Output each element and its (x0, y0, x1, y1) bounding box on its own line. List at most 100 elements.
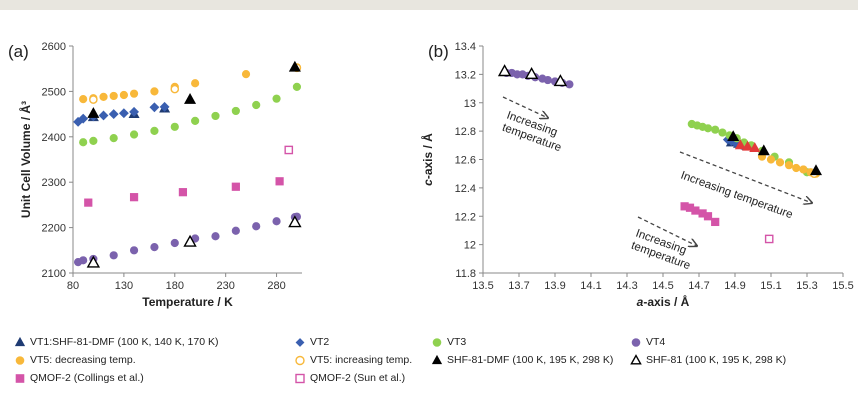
series-vt3 (687, 119, 812, 177)
data-point-shf (183, 234, 197, 247)
arrow-dashed (679, 151, 812, 203)
x-tick-label: 230 (216, 280, 234, 292)
arrow-dashed (502, 96, 548, 118)
data-point-vt5d (119, 90, 128, 100)
data-point-vt4 (272, 217, 281, 226)
data-point-vt3 (79, 138, 88, 147)
legend-marker (15, 356, 25, 365)
data-point-vt4 (109, 251, 118, 260)
data-point-qmof_c (275, 177, 284, 186)
data-point-vt4 (231, 226, 240, 235)
x-tick-label: 14.1 (580, 280, 601, 292)
legend-marker-icon (15, 374, 25, 383)
data-point-vt4 (565, 80, 574, 89)
legend-label: VT4 (646, 336, 666, 348)
legend-label: VT1:SHF-81-DMF (100 K, 140 K, 170 K) (30, 336, 219, 348)
x-axis-label: Temperature / K (142, 295, 233, 309)
data-point-shf (288, 215, 302, 228)
x-tick-label: 13.5 (472, 280, 493, 292)
legend-label: SHF-81 (100 K, 195 K, 298 K) (646, 354, 787, 366)
legend-item-shf_dmf: SHF-81-DMF (100 K, 195 K, 298 K) (431, 354, 613, 366)
data-point-vt3 (272, 94, 281, 103)
data-point-qmof_c (84, 198, 93, 207)
legend-marker (295, 373, 305, 384)
legend-marker-icon (295, 373, 305, 384)
legend-marker-icon (15, 356, 25, 365)
y-tick-label: 13.4 (455, 41, 476, 53)
data-point-vt5d (241, 70, 251, 79)
data-point-vt3 (129, 130, 139, 139)
data-point-vt3 (252, 100, 261, 110)
x-tick-label: 80 (67, 280, 79, 292)
legend-item-qmof_c: QMOF-2 (Collings et al.) (14, 372, 144, 384)
series-red (734, 139, 761, 153)
legend-item-shf: SHF-81 (100 K, 195 K, 298 K) (630, 354, 786, 366)
data-point-vt2 (78, 113, 89, 124)
legend-marker (295, 338, 305, 347)
x-tick-label: 180 (166, 280, 184, 292)
data-point-qmof_c (711, 217, 720, 227)
top-strip (0, 0, 858, 10)
x-tick-label: 14.9 (724, 280, 745, 292)
series-vt4 (73, 212, 302, 267)
legend-marker-icon (630, 354, 642, 365)
x-tick-label: 14.5 (652, 280, 673, 292)
data-point-qmof_c (691, 206, 700, 215)
data-point-vt4 (79, 256, 88, 265)
data-point-shf (553, 74, 568, 87)
data-point-vt4 (170, 238, 179, 248)
data-point-vt3 (89, 136, 98, 145)
data-point-vt5d (129, 89, 139, 98)
legend-marker-icon (431, 354, 443, 365)
data-point-vt3 (170, 122, 179, 131)
x-tick-label: 14.3 (616, 280, 637, 292)
data-point-vt3 (292, 82, 302, 91)
legend-item-vt1: VT1:SHF-81-DMF (100 K, 140 K, 170 K) (14, 336, 219, 348)
data-point-vt3 (711, 125, 720, 134)
legend-item-qmof_s: QMOF-2 (Sun et al.) (294, 372, 405, 384)
y-tick-label: 13.2 (455, 69, 476, 81)
legend-marker (14, 336, 26, 347)
data-point-vt2 (118, 108, 129, 119)
legend-item-vt4: VT4 (630, 336, 665, 348)
y-tick-label: 12 (464, 240, 476, 252)
data-point-vt5d (792, 163, 801, 173)
data-point-vt5d (775, 158, 785, 167)
panel-label: (a) (8, 42, 29, 61)
data-point-vt5i (89, 95, 98, 104)
data-point-red (742, 140, 754, 151)
data-point-vt5d (191, 79, 200, 88)
legend-label: QMOF-2 (Collings et al.) (30, 372, 144, 384)
data-point-vt3 (191, 116, 200, 126)
data-point-shf_dmf (87, 107, 100, 118)
series-qmof_s (764, 234, 774, 244)
data-point-vt4 (543, 75, 552, 85)
y-axis-label: Unit Cell Volume / Å³ (18, 101, 33, 218)
legend-label: SHF-81-DMF (100 K, 195 K, 298 K) (447, 354, 614, 366)
legend-item-vt3: VT3 (431, 336, 466, 348)
legend: VT1:SHF-81-DMF (100 K, 140 K, 170 K) VT2 V… (0, 328, 858, 397)
data-point-shf (524, 66, 539, 80)
data-point-vt5d (79, 95, 88, 104)
y-tick-label: 12.6 (455, 155, 476, 167)
x-tick-label: 280 (267, 280, 285, 292)
data-point-vt5d (99, 92, 108, 101)
legend-label: VT3 (447, 336, 467, 348)
legend-marker (431, 354, 443, 365)
series-qmof_c (84, 177, 284, 207)
y-tick-label: 2400 (42, 132, 66, 144)
figure-canvas: 80 130 180 230 280 2100 2200 2300 2400 2500 2600 (a… (8, 41, 854, 309)
legend-label: VT5: increasing temp. (310, 354, 413, 366)
y-tick-label: 2100 (42, 268, 66, 280)
data-point-vt2 (129, 106, 139, 117)
data-point-vt3 (109, 134, 118, 143)
arrow-dashed (637, 216, 697, 246)
x-tick-label: 15.3 (796, 280, 817, 292)
data-point-vt2 (108, 109, 119, 120)
data-point-vt2 (98, 110, 109, 121)
data-point-vt5i (170, 84, 180, 94)
series-vt2 (73, 101, 170, 127)
legend-item-vt2: VT2 (294, 336, 329, 348)
data-point-shf (497, 64, 512, 77)
